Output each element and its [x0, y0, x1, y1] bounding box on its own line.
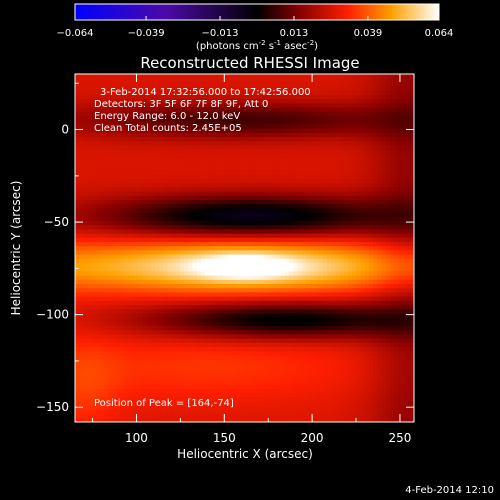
- y-tick-label: −100: [36, 308, 69, 322]
- clean-counts-annotation: Clean Total counts: 2.45E+05: [94, 123, 242, 134]
- energy-range-annotation: Energy Range: 6.0 - 12.0 keV: [94, 111, 241, 122]
- colorbar-tick-label: −0.064: [56, 28, 93, 39]
- colorbar-tick-label: 0.064: [425, 28, 454, 39]
- peak-position-annotation: Position of Peak = [164,-74]: [94, 398, 234, 409]
- x-tick-label: 100: [125, 431, 148, 445]
- heatmap-image: [75, 74, 414, 422]
- colorbar-tick-label: −0.039: [128, 28, 165, 39]
- colorbar-tick-label: 0.013: [280, 28, 309, 39]
- y-tick-label: 0: [61, 123, 69, 137]
- x-axis-label: Heliocentric X (arcsec): [177, 447, 313, 461]
- time-range-annotation: 3-Feb-2014 17:32:56.000 to 17:42:56.000: [100, 87, 311, 98]
- axis-ticks: 100 150 200 250 0 −50 −100 −150: [36, 74, 414, 445]
- detectors-annotation: Detectors: 3F 5F 6F 7F 8F 9F, Att 0: [94, 99, 269, 110]
- colorbar: [74, 3, 440, 21]
- y-tick-label: −50: [44, 215, 69, 229]
- x-tick-label: 200: [301, 431, 324, 445]
- chart-title: Reconstructed RHESSI Image: [140, 54, 359, 72]
- plot-frame: [74, 73, 415, 423]
- colorbar-tick-label: −0.013: [202, 28, 239, 39]
- y-tick-label: −150: [36, 400, 69, 414]
- x-tick-label: 250: [388, 431, 411, 445]
- x-tick-label: 150: [213, 431, 236, 445]
- colorbar-tick-label: 0.039: [354, 28, 383, 39]
- colorbar-unit-label: (photons cm-2 s-1 asec-2): [196, 39, 318, 52]
- colorbar-ticks: −0.064 −0.039 −0.013 0.013 0.039 0.064: [56, 16, 453, 39]
- y-axis-label: Heliocentric Y (arcsec): [9, 181, 23, 316]
- footer-date: 4-Feb-2014 12:10: [405, 485, 494, 496]
